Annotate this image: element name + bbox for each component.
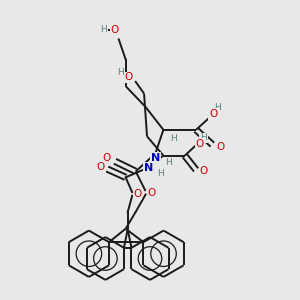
Text: O: O <box>103 153 111 163</box>
Text: O: O <box>217 142 225 152</box>
Text: O: O <box>134 189 142 199</box>
Text: H: H <box>200 133 207 142</box>
Text: O: O <box>209 109 217 119</box>
Text: N: N <box>151 153 160 163</box>
Text: O: O <box>124 73 133 82</box>
Text: N: N <box>144 163 153 172</box>
Text: H: H <box>165 158 172 167</box>
Text: H: H <box>100 25 107 34</box>
Text: H: H <box>170 134 177 143</box>
Text: H: H <box>157 169 164 178</box>
Text: O: O <box>97 162 105 172</box>
Text: O: O <box>147 188 156 198</box>
Text: O: O <box>111 25 119 34</box>
Text: O: O <box>200 167 208 176</box>
Text: H: H <box>117 68 124 77</box>
Text: O: O <box>196 139 204 149</box>
Text: H: H <box>164 160 171 169</box>
Text: H: H <box>214 103 221 112</box>
